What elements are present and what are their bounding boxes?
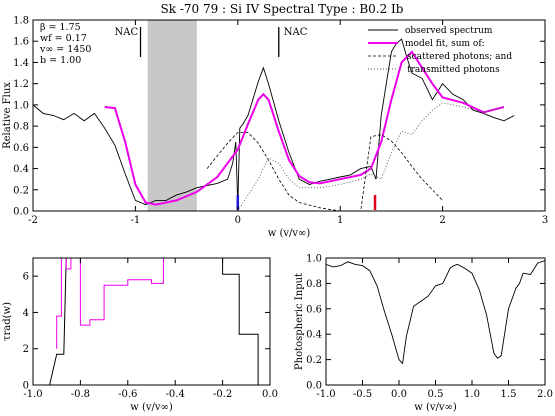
y-tick-label: 0.2	[13, 185, 29, 196]
y-tick-label: 1.2	[13, 79, 29, 90]
y-tick-label: 0.4	[13, 164, 29, 175]
x-axis-label: w (v/v∞)	[130, 402, 173, 413]
y-tick-label: 0	[23, 381, 29, 392]
x-axis-label: w (v/v∞)	[268, 228, 311, 239]
legend-entry: model fit, sum of:	[405, 39, 485, 49]
x-tick-label: 1.5	[501, 389, 517, 400]
legend-entry: scattered photons; and	[407, 52, 512, 62]
chart-title: Sk -70 79 : Si IV Spectral Type : B0.2 I…	[161, 2, 404, 16]
x-tick-label: -0.4	[166, 389, 185, 400]
series-line-0	[42, 258, 259, 385]
main-spectrum-chart: -2 -1 0 1 2 3 0.0 0.2 0.4 0.6 0.8 1.0 1.2 1.4 1.6 1.8 w …	[2, 16, 548, 240]
x-tick-label: 0.0	[391, 389, 407, 400]
x-tick-label: -0.8	[71, 389, 90, 400]
param-label: v∞ = 1450	[39, 44, 91, 55]
y-tick-label: 0.0	[306, 381, 322, 392]
param-label: wf = 0.17	[40, 33, 87, 44]
series-line-1	[104, 50, 505, 206]
x-tick-label: -0.2	[213, 389, 232, 400]
x-tick-label: 0	[235, 215, 241, 226]
series-line-0	[326, 260, 545, 365]
x-tick-label: -1.0	[23, 389, 42, 400]
x-tick-label: 1.0	[464, 389, 480, 400]
x-tick-label: 1	[337, 215, 343, 226]
plot-frame	[32, 257, 271, 386]
plot-frame	[32, 19, 546, 212]
legend-entry: transmitted photons	[407, 65, 500, 75]
y-tick-label: 6	[23, 272, 29, 283]
y-axis-label: τrad(w)	[2, 302, 13, 341]
y-tick-label: 1.8	[13, 16, 29, 27]
y-tick-label: 2	[23, 344, 29, 355]
photospheric-input-chart: -1.0 -0.5 0.0 0.5 1.0 1.5 2.0 0.0 0.2 0.4 0.6 0.8 1.…	[294, 254, 553, 414]
x-axis-label: w (v/v∞)	[414, 402, 457, 413]
x-tick-label: 0.5	[428, 389, 444, 400]
y-tick-label: 0.4	[306, 330, 322, 341]
y-tick-label: 0.8	[13, 122, 29, 133]
x-tick-label: 3	[542, 215, 548, 226]
x-tick-label: -0.6	[118, 389, 137, 400]
x-tick-label: -0.5	[353, 389, 372, 400]
y-axis-label: Relative Flux	[2, 82, 13, 149]
x-tick-label: -1.0	[316, 389, 335, 400]
series-line-2	[206, 132, 443, 211]
y-tick-label: 0.6	[13, 143, 29, 154]
nac-label: NAC	[115, 27, 139, 38]
y-axis-label: Photospheric Input	[294, 273, 305, 370]
y-tick-label: 0.0	[13, 207, 29, 218]
plot-area	[42, 258, 259, 385]
x-tick-label: 2.0	[537, 389, 553, 400]
y-tick-label: 1.4	[13, 58, 29, 69]
nac-label: NAC	[284, 27, 308, 38]
y-tick-label: 1.0	[306, 254, 322, 265]
tau-rad-chart: -1.0 -0.8 -0.6 -0.4 -0.2 0.0 0 2 4 6 w (v/v∞) τrad(…	[2, 257, 278, 413]
y-tick-label: 0.6	[306, 304, 322, 315]
y-tick-label: 0.2	[306, 355, 322, 366]
param-label: b = 1.00	[40, 55, 81, 66]
x-tick-label: -1	[131, 215, 141, 226]
param-label: β = 1.75	[40, 22, 81, 33]
x-tick-label: 2	[439, 215, 445, 226]
series-line-0	[33, 38, 515, 206]
series-line-3	[237, 102, 505, 211]
plot-frame	[325, 257, 546, 386]
y-tick-label: 1.6	[13, 37, 29, 48]
x-tick-label: -2	[28, 215, 38, 226]
y-tick-label: 1.0	[13, 100, 29, 111]
legend-entry: observed spectrum	[405, 26, 493, 36]
y-tick-label: 4	[23, 308, 29, 319]
shaded-region	[147, 20, 197, 211]
plot-area	[33, 38, 515, 211]
series-line-1	[56, 258, 164, 349]
y-tick-label: 0.8	[306, 279, 322, 290]
plot-area	[326, 260, 545, 365]
x-tick-label: 0.0	[262, 389, 278, 400]
